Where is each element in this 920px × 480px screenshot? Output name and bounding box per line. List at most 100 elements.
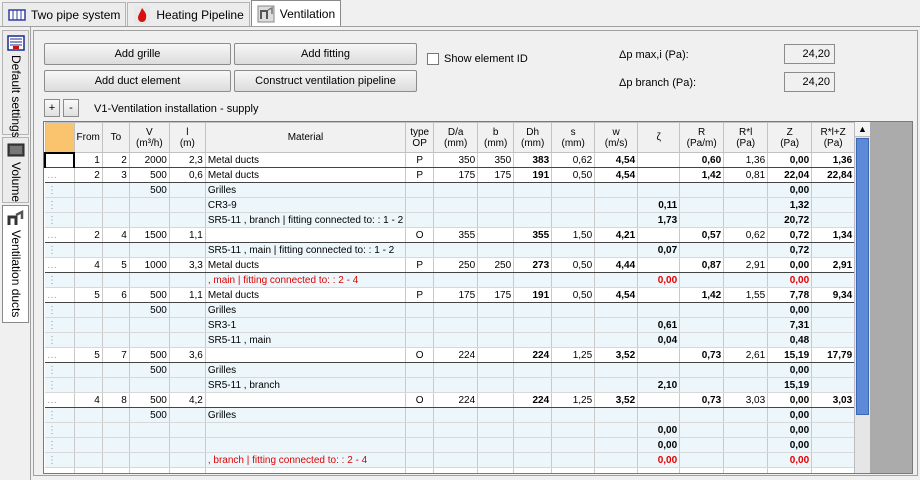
table-cell[interactable]: 224 [433, 347, 479, 363]
table-cell[interactable]: ⋮ [45, 302, 75, 318]
table-cell[interactable] [551, 197, 596, 213]
table-cell[interactable]: Metal ducts [205, 257, 407, 273]
table-cell[interactable]: 0,60 [679, 152, 725, 168]
table-cell[interactable] [679, 467, 725, 473]
table-cell[interactable] [723, 332, 769, 348]
add-duct-element-button[interactable]: Add duct element [44, 70, 231, 92]
table-cell[interactable] [594, 212, 639, 228]
table-cell[interactable] [433, 317, 479, 333]
table-cell[interactable] [513, 212, 553, 228]
table-cell[interactable] [551, 377, 596, 393]
table-cell[interactable]: 175 [477, 167, 515, 183]
table-cell[interactable] [74, 452, 103, 468]
table-cell[interactable] [477, 182, 515, 198]
table-cell[interactable]: 1,36 [811, 152, 856, 168]
table-cell[interactable] [129, 332, 170, 348]
table-cell[interactable] [637, 227, 681, 243]
table-cell[interactable] [513, 272, 553, 288]
table-cell[interactable]: 4,54 [594, 287, 639, 303]
table-cell[interactable] [169, 452, 206, 468]
table-cell[interactable] [594, 437, 639, 453]
table-cell[interactable] [405, 377, 435, 393]
table-cell[interactable] [551, 362, 596, 378]
table-cell[interactable]: 1,34 [811, 227, 856, 243]
table-cell[interactable] [102, 272, 130, 288]
table-cell[interactable]: 0,00 [637, 272, 681, 288]
table-cell[interactable] [205, 392, 407, 408]
table-cell[interactable]: 3,52 [594, 347, 639, 363]
table-cell[interactable]: SR3-1 [205, 317, 407, 333]
table-cell[interactable] [637, 467, 681, 473]
table-cell[interactable] [405, 242, 435, 258]
table-cell[interactable] [637, 182, 681, 198]
table-cell[interactable]: 0,72 [767, 227, 813, 243]
table-cell[interactable] [405, 362, 435, 378]
table-cell[interactable]: 17,79 [811, 347, 856, 363]
table-cell[interactable]: 1,1 [169, 287, 206, 303]
table-cell[interactable]: 500 [129, 182, 170, 198]
table-cell[interactable] [551, 452, 596, 468]
table-cell[interactable]: ⋮ [45, 452, 75, 468]
table-cell[interactable] [637, 287, 681, 303]
table-cell[interactable] [169, 377, 206, 393]
table-cell[interactable]: 3,03 [723, 392, 769, 408]
table-cell[interactable] [679, 362, 725, 378]
table-cell[interactable] [169, 467, 206, 473]
table-cell[interactable] [811, 317, 856, 333]
table-cell[interactable]: 2 [74, 167, 103, 183]
table-cell[interactable]: 4,21 [594, 227, 639, 243]
table-cell[interactable] [811, 197, 856, 213]
table-cell[interactable]: 0,81 [723, 167, 769, 183]
table-cell[interactable] [723, 272, 769, 288]
table-row[interactable]: … 2 3 500 0,6 Metal ducts P 175 175 191 0,50 4,54 1,… [45, 167, 856, 183]
table-cell[interactable]: Grilles [205, 362, 407, 378]
table-cell[interactable]: 350 [477, 152, 515, 168]
table-cell[interactable]: 4,54 [594, 167, 639, 183]
table-cell[interactable]: 2000 [129, 152, 170, 168]
table-cell[interactable] [102, 407, 130, 423]
table-subrow[interactable]: ⋮ 500 Grilles 0,00 [45, 362, 856, 378]
table-cell[interactable] [129, 272, 170, 288]
table-cell[interactable]: 3,6 [169, 347, 206, 363]
table-cell[interactable]: SR5-11 , branch [205, 377, 407, 393]
table-cell[interactable] [433, 182, 479, 198]
table-cell[interactable]: 500 [129, 347, 170, 363]
table-cell[interactable] [405, 317, 435, 333]
table-cell[interactable]: 250 [477, 257, 515, 273]
table-cell[interactable] [169, 422, 206, 438]
table-cell[interactable] [723, 377, 769, 393]
table-cell[interactable]: 1500 [129, 227, 170, 243]
table-cell[interactable]: ⋮ [45, 242, 75, 258]
show-element-id-checkbox[interactable] [427, 53, 439, 65]
table-cell[interactable]: 5 [102, 257, 130, 273]
table-cell[interactable]: 0,04 [637, 332, 681, 348]
table-cell[interactable] [129, 437, 170, 453]
table-cell[interactable] [551, 182, 596, 198]
table-cell[interactable]: 1,50 [551, 227, 596, 243]
table-cell[interactable]: 7,31 [767, 317, 813, 333]
table-cell[interactable]: 20,72 [767, 212, 813, 228]
table-cell[interactable]: 0,61 [637, 317, 681, 333]
table-cell[interactable] [433, 467, 479, 473]
table-cell[interactable] [405, 272, 435, 288]
table-cell[interactable] [551, 212, 596, 228]
table-cell[interactable] [723, 437, 769, 453]
table-cell[interactable] [477, 317, 515, 333]
table-cell[interactable]: 355 [433, 227, 479, 243]
table-cell[interactable]: ⋮ [45, 182, 75, 198]
table-cell[interactable]: 355 [513, 227, 553, 243]
table-cell[interactable] [405, 437, 435, 453]
table-cell[interactable]: 1,42 [679, 167, 725, 183]
table-cell[interactable]: ⋮ [45, 212, 75, 228]
table-cell[interactable]: 3,03 [811, 392, 856, 408]
table-cell[interactable]: … [45, 167, 75, 183]
table-cell[interactable] [129, 317, 170, 333]
table-cell[interactable] [169, 302, 206, 318]
table-cell[interactable]: 0,00 [767, 182, 813, 198]
tab-two-pipe-system[interactable]: Two pipe system [2, 2, 127, 26]
table-cell[interactable]: Metal ducts [205, 152, 407, 168]
table-cell[interactable] [679, 182, 725, 198]
table-cell[interactable] [169, 272, 206, 288]
table-cell[interactable] [594, 242, 639, 258]
table-cell[interactable] [723, 242, 769, 258]
